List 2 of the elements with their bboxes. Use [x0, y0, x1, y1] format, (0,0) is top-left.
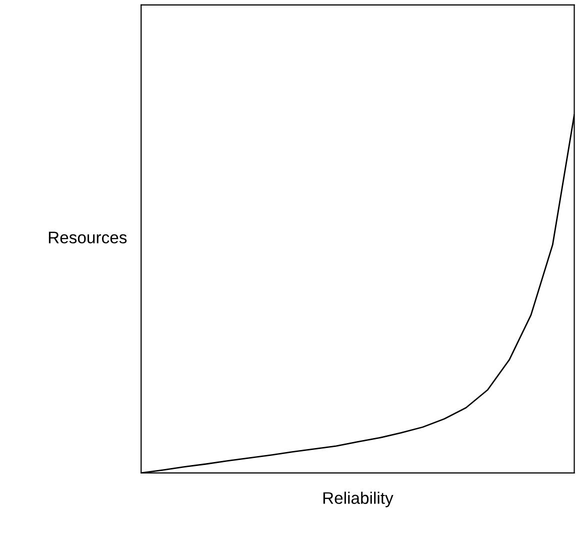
x-axis-title: Reliability [323, 492, 394, 508]
y-axis-title: Resources [48, 232, 127, 244]
